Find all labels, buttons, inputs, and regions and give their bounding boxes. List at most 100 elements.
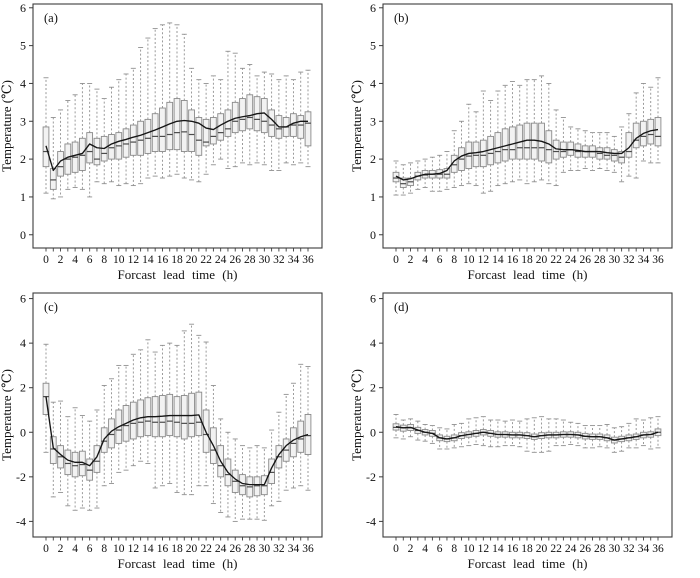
x-tick-label: 28	[594, 254, 606, 266]
panel-label: (b)	[394, 11, 409, 25]
x-tick-label: 4	[72, 543, 78, 555]
y-tick-label: 2	[370, 152, 376, 166]
y-tick-label: -2	[366, 470, 376, 484]
x-tick-label: 30	[259, 543, 271, 555]
y-tick-label: 1	[20, 190, 26, 204]
y-tick-label: 4	[370, 336, 376, 350]
box	[632, 122, 640, 149]
x-tick-label: 34	[638, 543, 650, 555]
box	[202, 118, 210, 147]
x-tick-label: 10	[113, 254, 125, 266]
x-tick-label: 12	[128, 254, 140, 266]
box	[304, 413, 312, 456]
x-tick-label: 16	[507, 543, 519, 555]
box	[545, 130, 553, 164]
x-axis: 0 2 4 6 8 10 12 14 16 18 20 22 24 26 28 30 32 34 36	[393, 537, 664, 555]
box	[224, 109, 232, 137]
y-axis: -4 -2 0 2 4 6	[16, 292, 33, 528]
x-tick-label: 24	[565, 543, 577, 555]
box	[268, 458, 275, 484]
x-axis-label: Forcast lead time (h)	[118, 267, 238, 282]
x-tick-label: 14	[492, 254, 504, 266]
x-tick-label: 4	[422, 254, 428, 266]
x-tick-label: 28	[244, 254, 256, 266]
x-tick-label: 2	[408, 254, 414, 266]
y-tick-label: 3	[370, 114, 376, 128]
x-tick-label: 36	[652, 254, 664, 266]
x-tick-label: 18	[521, 254, 533, 266]
whiskers-group	[43, 323, 311, 522]
box	[64, 449, 72, 476]
box	[239, 474, 246, 496]
x-axis-label: Forcast lead time (h)	[468, 267, 588, 282]
x-tick-label: 16	[507, 254, 519, 266]
y-axis: -4 -2 0 2 4 6	[366, 292, 383, 528]
x-axis: 0 2 4 6 8 10 12 14 16 18 20 22 24 26 28 30 32 34 36	[43, 248, 314, 266]
x-tick-label: 24	[215, 543, 227, 555]
y-axis: 0 1 2 3 4 5 6	[20, 1, 33, 242]
box	[297, 115, 305, 139]
x-tick-label: 20	[186, 254, 198, 266]
box	[129, 124, 137, 156]
x-tick-label: 14	[142, 254, 154, 266]
box	[71, 451, 79, 478]
x-tick-label: 24	[565, 254, 577, 266]
x-tick-label: 32	[273, 543, 285, 555]
box	[159, 107, 166, 152]
y-tick-label: -4	[16, 514, 26, 528]
x-tick-label: 16	[157, 543, 169, 555]
x-tick-label: 12	[478, 543, 490, 555]
y-tick-label: -4	[366, 514, 376, 528]
y-tick-label: -2	[16, 470, 26, 484]
x-tick-label: 30	[609, 543, 621, 555]
x-tick-label: 22	[200, 543, 212, 555]
x-tick-label: 6	[437, 254, 443, 266]
x-tick-label: 36	[302, 543, 314, 555]
box	[443, 168, 451, 179]
x-tick-label: 36	[652, 543, 664, 555]
x-tick-label: 4	[422, 543, 428, 555]
y-axis-label: Temperature (℃)	[350, 369, 364, 461]
x-tick-label: 30	[609, 254, 621, 266]
box	[268, 109, 275, 137]
box	[144, 118, 152, 154]
panel-c: -4 -2 0 2 4 6 0 2 4 6 8 10 12 14 16 18 20 22 24 26 28 30 32 34 3…	[0, 289, 350, 578]
y-axis-label: Temperature (℃)	[350, 80, 364, 172]
x-tick-label: 6	[437, 543, 443, 555]
x-tick-label: 18	[171, 543, 183, 555]
x-tick-label: 8	[451, 543, 457, 555]
x-tick-label: 6	[87, 543, 93, 555]
x-tick-label: 4	[72, 254, 78, 266]
x-tick-label: 24	[215, 254, 227, 266]
x-tick-label: 0	[393, 254, 399, 266]
x-tick-label: 26	[229, 254, 241, 266]
panel-label: (a)	[44, 11, 58, 25]
box	[239, 98, 246, 132]
x-tick-label: 26	[579, 254, 591, 266]
panel-a: 0 1 2 3 4 5 6 0 2 4 6 8 10 12 14 16 18 20 22 24 26 28 30 32 34 36…	[0, 0, 350, 289]
x-tick-label: 0	[43, 543, 49, 555]
x-tick-label: 14	[492, 543, 504, 555]
x-tick-label: 12	[128, 543, 140, 555]
y-tick-label: 0	[370, 425, 376, 439]
x-tick-label: 10	[463, 543, 475, 555]
x-tick-label: 8	[101, 254, 107, 266]
box	[122, 128, 130, 158]
x-tick-label: 34	[288, 543, 300, 555]
x-tick-label: 20	[536, 254, 548, 266]
y-tick-label: 5	[370, 39, 376, 53]
x-tick-label: 2	[58, 254, 64, 266]
plot-frame	[382, 3, 673, 249]
x-tick-label: 18	[521, 543, 533, 555]
x-tick-label: 10	[463, 254, 475, 266]
y-axis-label: Temperature (℃)	[0, 369, 14, 461]
x-tick-label: 8	[101, 543, 107, 555]
x-tick-label: 22	[550, 254, 562, 266]
x-tick-label: 0	[43, 254, 49, 266]
x-tick-label: 8	[451, 254, 457, 266]
box	[49, 168, 57, 190]
y-tick-label: 0	[20, 425, 26, 439]
plot-frame	[32, 3, 323, 249]
